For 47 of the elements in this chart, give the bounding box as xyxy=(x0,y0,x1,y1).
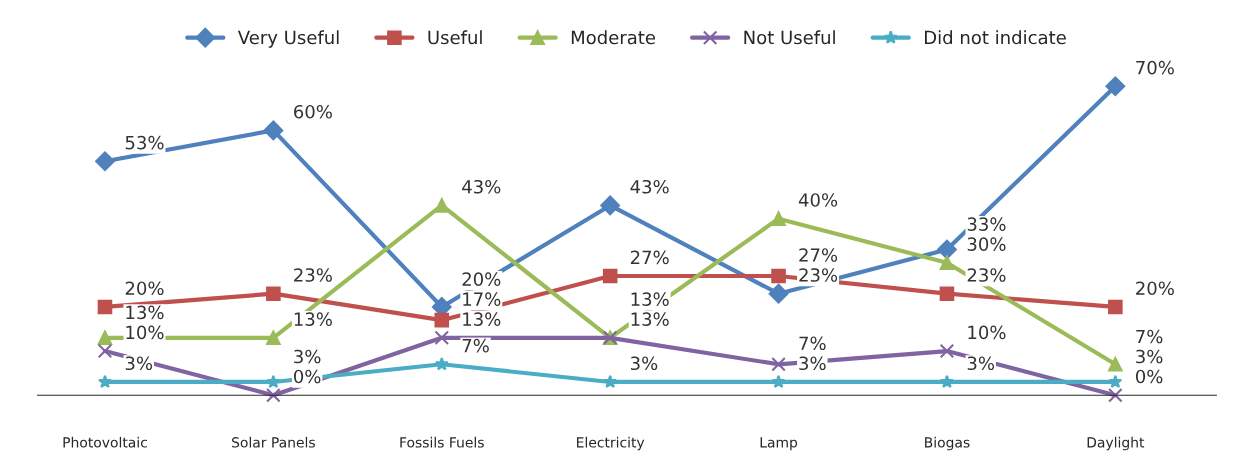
data-label: 13% xyxy=(631,312,669,326)
data-label: 27% xyxy=(799,248,838,262)
legend-label: Useful xyxy=(428,30,482,45)
data-label: 3% xyxy=(630,356,658,371)
data-label: 70% xyxy=(1136,60,1174,75)
data-label: 3% xyxy=(799,356,826,371)
data-label: 43% xyxy=(462,179,501,194)
data-label: 20% xyxy=(1136,281,1174,296)
x-tick-label: Daylight xyxy=(1087,436,1145,451)
legend-label: Not Useful xyxy=(744,30,835,45)
data-label: 13% xyxy=(126,305,164,320)
data-label: 10% xyxy=(126,325,164,340)
legend-label: Moderate xyxy=(571,30,656,45)
data-label: 53% xyxy=(125,135,164,150)
data-label: 27% xyxy=(630,250,669,265)
data-label: 10% xyxy=(968,325,1006,340)
data-label: 60% xyxy=(294,104,332,119)
x-tick-label: Fossils Fuels xyxy=(400,436,484,448)
data-label: 40% xyxy=(798,193,838,207)
x-tick-label: Photovoltaic xyxy=(63,436,147,448)
data-label: 43% xyxy=(630,179,669,194)
x-tick-label: Lamp xyxy=(760,437,798,451)
data-label: 23% xyxy=(294,268,332,282)
data-label: 20% xyxy=(462,272,501,286)
data-label: 7% xyxy=(462,338,489,353)
data-label: 0% xyxy=(1135,369,1163,384)
data-label: 13% xyxy=(294,312,332,326)
legend-label: Did not indicate xyxy=(925,30,1066,45)
data-label: 33% xyxy=(967,217,1006,231)
data-label: 13% xyxy=(463,312,501,326)
x-tick-label: Biogas xyxy=(925,436,970,451)
data-label: 3% xyxy=(1136,349,1163,364)
data-label: 7% xyxy=(1136,329,1163,344)
data-label: 30% xyxy=(967,237,1006,251)
data-label: 13% xyxy=(631,292,669,306)
data-label: 0% xyxy=(294,369,321,384)
data-label: 23% xyxy=(967,268,1006,282)
x-tick-label: Solar Panels xyxy=(232,436,315,448)
data-label: 7% xyxy=(799,336,826,351)
legend-label: Very Useful xyxy=(237,30,339,48)
x-tick-label: Electricity xyxy=(577,436,645,451)
data-label: 3% xyxy=(294,349,321,364)
data-label: 3% xyxy=(125,356,153,371)
data-label: 23% xyxy=(799,268,838,282)
data-label: 3% xyxy=(967,356,995,371)
data-label: 17% xyxy=(463,292,501,306)
data-label: 20% xyxy=(125,281,164,296)
